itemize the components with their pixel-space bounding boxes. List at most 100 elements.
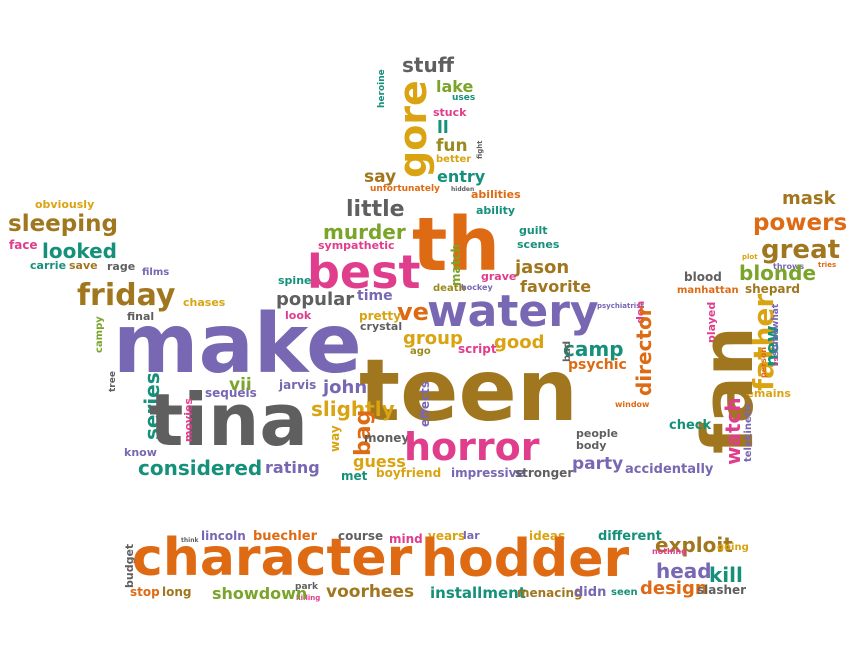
word-vii: vii	[229, 375, 252, 395]
word-slasher: slasher	[697, 583, 747, 597]
word-favorite: favorite	[520, 277, 592, 296]
word-make: make	[113, 297, 362, 392]
word-ideas: ideas	[529, 529, 566, 543]
word-hidden: hidden	[451, 186, 475, 193]
word-obviously: obviously	[35, 198, 95, 211]
word-telekinetic: telekinetic	[743, 402, 754, 462]
word-gore: gore	[391, 80, 435, 178]
word-scenes: scenes	[517, 238, 560, 251]
word-crystal: crystal	[360, 320, 403, 333]
word-watch: watch	[721, 397, 745, 465]
word-think: think	[181, 537, 199, 544]
word-tree: tree	[108, 371, 118, 392]
word-guilt: guilt	[519, 224, 548, 237]
word-manhattan: manhattan	[677, 285, 739, 296]
word-blood: blood	[684, 270, 722, 284]
word-john: john	[323, 377, 368, 398]
word-hockey: hockey	[461, 283, 493, 292]
word-throws: throws	[773, 262, 805, 271]
word-little: little	[346, 197, 405, 222]
word-carrie: carrie	[30, 259, 67, 272]
word-script: script	[458, 342, 497, 356]
word-better: better	[436, 154, 472, 165]
word-final: final	[127, 310, 155, 323]
word-stronger: stronger	[515, 466, 574, 480]
word-head: head	[656, 559, 712, 583]
word-campy: campy	[94, 316, 105, 353]
word-different: different	[598, 529, 662, 544]
word-mind: mind	[389, 532, 423, 546]
word-th: th	[412, 202, 501, 288]
word-pretty: pretty	[359, 309, 401, 323]
word-psychiatrist: psychiatrist	[597, 302, 644, 310]
word-fight: fight	[476, 140, 484, 159]
word-people: people	[576, 427, 618, 440]
word-looked: looked	[42, 239, 117, 263]
word-body: body	[576, 439, 607, 452]
word-shepard: shepard	[745, 282, 801, 296]
word-sequels: sequels	[205, 386, 257, 400]
word-voorhees: voorhees	[326, 582, 415, 602]
word-time: time	[357, 288, 393, 304]
word-effects: effects	[418, 381, 432, 427]
word-friday: friday	[77, 278, 176, 313]
word-director: director	[632, 306, 656, 396]
word-grave: grave	[481, 270, 517, 283]
word-rage: rage	[107, 260, 136, 273]
word-mask: mask	[782, 188, 836, 209]
word-murder: murder	[323, 220, 406, 244]
word-design: design	[640, 578, 708, 599]
word-met: met	[341, 469, 368, 483]
word-teen: teen	[359, 341, 578, 441]
word-course: course	[338, 529, 384, 543]
word-nothing: nothing	[652, 547, 687, 556]
word-stuff: stuff	[402, 53, 454, 77]
word-tina: tina	[149, 378, 308, 462]
word-rating: rating	[265, 458, 320, 477]
word-boyfriend: boyfriend	[376, 466, 442, 480]
word-fun: fun	[436, 136, 468, 156]
word-good: good	[494, 332, 545, 353]
word-films: films	[142, 267, 170, 278]
word-ve: ve	[397, 298, 429, 326]
word-way: way	[328, 425, 342, 452]
word-window: window	[615, 400, 650, 409]
word-going: going	[717, 542, 749, 553]
word-look: look	[285, 309, 312, 322]
word-kill: kill	[709, 563, 743, 587]
word-buechler: buechler	[253, 529, 318, 544]
word-plot: plot	[742, 253, 758, 261]
word-abilities: abilities	[471, 188, 521, 201]
word-uses: uses	[452, 93, 476, 103]
word-jarvis: jarvis	[279, 378, 317, 392]
word-showdown: showdown	[212, 584, 308, 603]
word-menacing: menacing	[517, 586, 583, 600]
word-camp: camp	[563, 337, 624, 361]
word-vs: vs	[772, 357, 780, 366]
word-park: park	[295, 582, 318, 592]
word-remains: remains	[741, 387, 791, 400]
word-tries: tries	[818, 261, 837, 269]
word-jason: jason	[515, 257, 570, 278]
word-lincoln: lincoln	[201, 529, 246, 543]
word-somewhat: somewhat	[771, 303, 781, 356]
word-death: death	[433, 283, 466, 294]
word-great: great	[761, 235, 841, 265]
word-match: match	[449, 244, 463, 286]
word-sympathetic: sympathetic	[318, 239, 395, 252]
word-ability: ability	[476, 204, 516, 217]
word-blonde: blonde	[739, 261, 817, 285]
word-lar: lar	[463, 529, 480, 542]
word-stuck: stuck	[433, 106, 467, 119]
word-check: check	[669, 418, 712, 433]
word-lake: lake	[436, 77, 474, 96]
word-ll: ll	[437, 118, 449, 138]
word-powers: powers	[753, 210, 848, 236]
word-face: face	[9, 238, 38, 252]
word-movies: movies	[182, 398, 195, 442]
word-horror: horror	[404, 425, 540, 469]
word-money: money	[364, 431, 410, 445]
word-psychic: psychic	[568, 357, 627, 373]
word-save: save	[69, 259, 98, 272]
